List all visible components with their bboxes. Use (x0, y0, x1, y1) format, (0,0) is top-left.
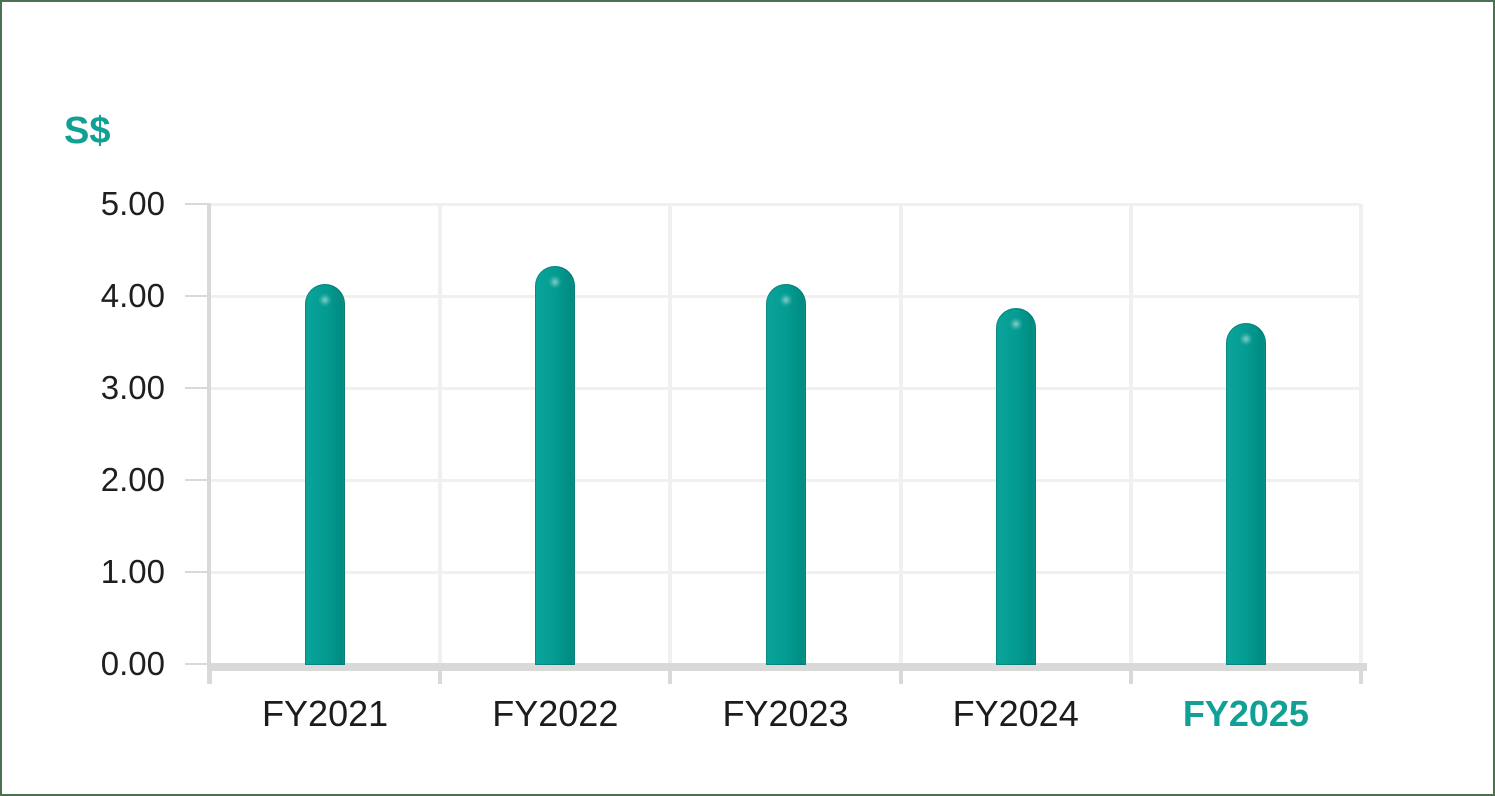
y-axis-line (207, 204, 211, 684)
bar-fy2021 (305, 284, 346, 665)
bar-fy2024 (995, 308, 1036, 665)
x-tick-label-fy2025: FY2025 (1182, 693, 1309, 734)
x-axis-tick (668, 671, 673, 684)
bar-gloss-highlight (318, 293, 333, 307)
vertical-gridline (668, 204, 673, 664)
vertical-gridline (1359, 204, 1363, 664)
x-axis-tick (1128, 671, 1133, 684)
x-tick-label-fy2022: FY2022 (492, 693, 619, 734)
y-tick-label: 1.00 (100, 553, 165, 590)
y-axis-tick (185, 571, 210, 573)
x-axis-line (207, 663, 1367, 671)
y-axis-tick (185, 203, 210, 205)
y-tick-label: 0.00 (100, 645, 165, 682)
y-tick-label: 2.00 (100, 461, 165, 498)
bar-gloss-highlight (548, 275, 563, 289)
horizontal-gridline (210, 203, 1361, 206)
bar-fy2022 (535, 266, 576, 665)
vertical-gridline (438, 204, 443, 664)
bar-gloss-highlight (778, 293, 793, 307)
bar-gloss-highlight (1008, 317, 1023, 331)
bar-fy2025 (1225, 323, 1266, 665)
bar-fy2023 (765, 284, 806, 665)
y-axis-tick (185, 479, 210, 481)
x-tick-label-fy2021: FY2021 (262, 693, 389, 734)
y-tick-label: 5.00 (100, 185, 165, 222)
vertical-gridline (898, 204, 903, 664)
x-tick-label-fy2024: FY2024 (952, 693, 1079, 734)
x-axis-tick (438, 671, 443, 684)
y-axis-tick (185, 387, 210, 389)
x-axis-tick (1359, 671, 1363, 684)
y-tick-label: 4.00 (100, 277, 165, 314)
bar-gloss-highlight (1238, 332, 1253, 346)
vertical-gridline (1128, 204, 1133, 664)
y-tick-label: 3.00 (100, 369, 165, 406)
x-tick-label-fy2023: FY2023 (722, 693, 849, 734)
y-axis-title: S$ (64, 110, 111, 152)
x-axis-tick (898, 671, 903, 684)
y-axis-tick (185, 295, 210, 297)
y-axis-tick (185, 663, 210, 665)
